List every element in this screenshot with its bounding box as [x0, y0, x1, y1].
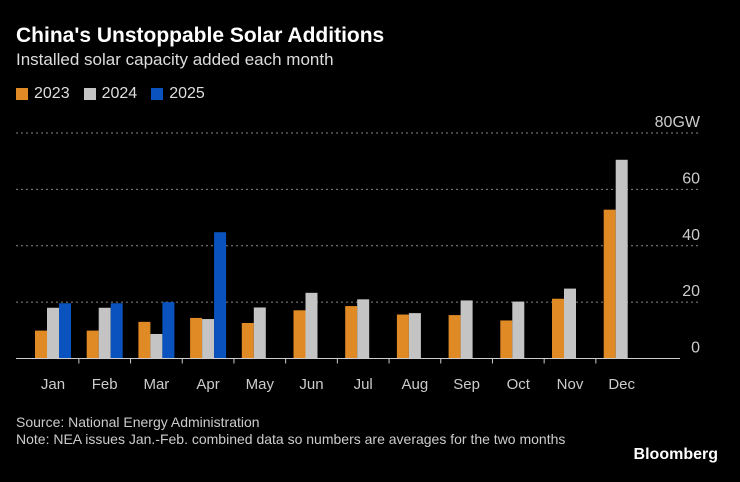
bar-2024-oct [512, 301, 525, 359]
footer: Source: National Energy Administration N… [16, 414, 596, 448]
legend-label: 2024 [101, 85, 138, 102]
bar-2025-jan [59, 303, 71, 359]
bar-2024-mar [150, 333, 163, 359]
legend-item-2024: 2024 [83, 85, 138, 103]
bar-2025-mar [162, 302, 175, 359]
legend-label: 2023 [34, 85, 70, 102]
x-tick-label: Jul [354, 376, 373, 393]
legend-item-2025: 2025 [151, 85, 205, 103]
bar-2023-jan [35, 330, 47, 359]
bar-2024-may [253, 307, 266, 359]
bar-2024-nov [564, 288, 576, 359]
footnote: Note: NEA issues Jan.-Feb. combined data… [16, 431, 566, 447]
x-tick-label: Sep [453, 376, 480, 393]
legend-item-2023: 2023 [16, 85, 70, 103]
bar-2023-mar [138, 321, 151, 359]
x-tick-label: May [246, 376, 275, 393]
bar-2023-apr [190, 317, 203, 359]
bar-2025-feb [110, 303, 123, 359]
bar-2023-oct [500, 320, 513, 359]
chart-subtitle: Installed solar capacity added each mont… [16, 50, 334, 69]
bar-2024-jul [357, 299, 370, 359]
y-tick-label: 20 [682, 283, 700, 300]
legend-swatch [16, 88, 28, 100]
x-tick-label: Jun [299, 376, 323, 393]
y-tick-label: 80GW [655, 114, 701, 131]
x-tick-label: Aug [402, 376, 429, 393]
bar-2023-feb [86, 330, 99, 359]
bar-2023-aug [396, 314, 409, 359]
bar-2024-aug [408, 313, 421, 359]
bar-2024-dec [615, 159, 628, 359]
x-tick-label: Apr [196, 376, 219, 393]
x-tick-label: Jan [41, 376, 65, 393]
bar-2024-feb [98, 307, 111, 359]
bloomberg-logo: Bloomberg [633, 446, 718, 463]
x-tick-label: Feb [92, 376, 118, 393]
bar-2023-may [241, 322, 254, 359]
y-tick-label: 60 [682, 170, 700, 187]
chart-title: China's Unstoppable Solar Additions [16, 24, 385, 47]
x-tick-label: Nov [557, 376, 584, 393]
bar-2024-sep [460, 300, 473, 359]
legend-swatch [83, 88, 96, 100]
bar-2023-jun [293, 310, 306, 359]
bar-2023-nov [552, 298, 564, 359]
bar-2023-dec [603, 209, 616, 359]
legend-label: 2025 [169, 85, 205, 102]
y-tick-label: 0 [691, 340, 700, 357]
bar-2025-apr [214, 232, 227, 359]
legend: 2023 2024 2025 [16, 85, 205, 103]
bar-2023-jul [345, 306, 358, 359]
x-tick-label: Oct [507, 376, 531, 393]
bar-2024-jan [47, 307, 59, 359]
bar-2024-apr [202, 319, 215, 359]
y-tick-label: 40 [682, 227, 700, 244]
bar-2023-sep [448, 315, 461, 359]
x-tick-label: Mar [143, 376, 169, 393]
x-tick-label: Dec [608, 376, 635, 393]
bar-2024-jun [305, 292, 318, 359]
legend-swatch [151, 88, 164, 100]
source-note: Source: National Energy Administration [16, 414, 260, 430]
